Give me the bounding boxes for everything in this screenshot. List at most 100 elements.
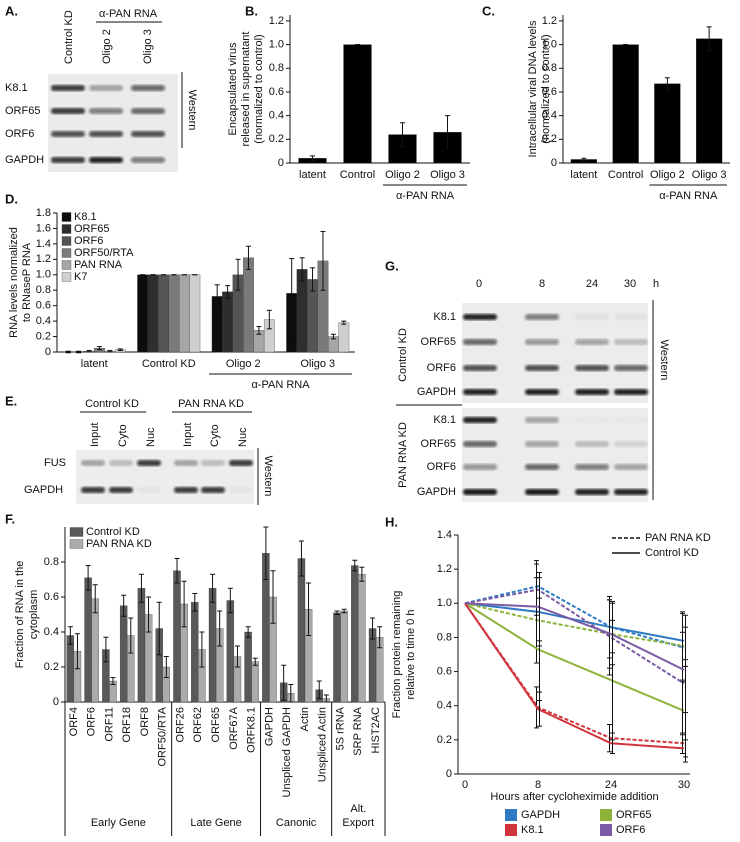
- x-tick-label: 30: [678, 779, 690, 791]
- blot-band: [463, 441, 497, 447]
- x-tick-label: Oligo 3: [300, 358, 335, 370]
- panel-label: A.: [5, 3, 18, 18]
- y-tick-label: 1.8: [36, 207, 51, 219]
- legend-swatch: [61, 236, 72, 246]
- x-tick-label: ORF4: [68, 707, 80, 736]
- x-tick-label: ORFK8.1: [246, 707, 258, 753]
- blot-band: [89, 85, 123, 91]
- blot-band: [109, 460, 133, 466]
- x-tick-label: ORF62: [192, 707, 204, 742]
- x-axis-label: Hours after cycloheximide addition: [490, 791, 658, 803]
- panel-label: F.: [5, 511, 15, 526]
- column-group-label: PAN RNA KD: [178, 398, 244, 410]
- bar: [338, 322, 350, 353]
- x-tick-label: Control: [608, 169, 643, 181]
- blot-band: [614, 464, 648, 470]
- y-tick-label: 1.4: [437, 529, 452, 541]
- row-group-label: Control KD: [397, 328, 409, 382]
- line-series: [464, 602, 685, 750]
- y-axis-label: cytoplasm: [28, 590, 40, 640]
- blot-band: [131, 131, 165, 137]
- y-tick-label: 0: [551, 157, 557, 169]
- legend-label: PAN RNA KD: [86, 538, 152, 550]
- y-tick-label: 0.6: [36, 300, 51, 312]
- y-tick-label: 1.0: [542, 39, 557, 51]
- blot-band: [575, 489, 609, 495]
- bar: [66, 635, 75, 703]
- bar: [84, 577, 92, 703]
- x-tick-label: ORF50/RTA: [157, 706, 169, 766]
- blot-band: [614, 314, 648, 320]
- blot-band: [81, 487, 105, 493]
- row-label: GAPDH: [24, 484, 63, 496]
- bar: [179, 274, 190, 353]
- group-label: Early Gene: [91, 817, 146, 829]
- bar: [137, 588, 146, 703]
- column-label: Oligo 3: [142, 29, 154, 64]
- bar: [137, 274, 149, 353]
- y-tick-label: 0.8: [542, 62, 557, 74]
- row-label: ORF6: [427, 362, 456, 374]
- y-tick-label: 1.0: [269, 39, 284, 51]
- column-label: Input: [182, 423, 194, 447]
- blot-band: [614, 389, 648, 395]
- legend-swatch: [600, 824, 612, 836]
- panel-label: C.: [482, 3, 495, 18]
- column-label: Cyto: [117, 424, 129, 447]
- column-label: 30: [624, 278, 636, 290]
- y-tick-label: 0.6: [44, 591, 59, 603]
- x-tick-label: ORF26: [174, 707, 186, 742]
- blot-band: [229, 460, 253, 466]
- column-label: Oligo 2: [101, 29, 113, 64]
- blot-band: [137, 460, 161, 466]
- y-tick-label: 1.2: [36, 253, 51, 265]
- x-tick-label: 5S rRNA: [334, 706, 346, 750]
- y-axis-label: RNA levels normalized: [8, 227, 20, 338]
- y-tick-label: 0.8: [36, 284, 51, 296]
- bar: [173, 570, 181, 703]
- x-tick-label: Control: [340, 169, 375, 181]
- blot-band: [575, 314, 609, 320]
- x-tick-label: Oligo 3: [692, 169, 727, 181]
- y-axis-label: relative to time 0 h: [405, 610, 417, 700]
- x-tick-label: 24: [605, 779, 617, 791]
- panel-label: E.: [5, 393, 17, 408]
- x-tick-label: Oligo 3: [430, 169, 465, 181]
- y-tick-label: 1.2: [269, 15, 284, 27]
- legend-label: ORF50/RTA: [74, 247, 134, 259]
- column-label: Nuc: [145, 427, 157, 447]
- group-label: α-PAN RNA: [396, 190, 455, 202]
- legend-swatch: [61, 260, 72, 270]
- panel-label: H.: [385, 514, 398, 529]
- blot-band: [131, 85, 165, 91]
- x-tick-label: latent: [570, 169, 597, 181]
- blot-band: [575, 339, 609, 345]
- bar: [696, 38, 723, 164]
- panel-label: B.: [245, 3, 258, 18]
- row-label: K8.1: [433, 311, 456, 323]
- y-tick-label: 0.6: [269, 86, 284, 98]
- side-label: Western: [658, 340, 670, 381]
- legend-label: GAPDH: [521, 809, 560, 821]
- group-label: Canonic: [276, 817, 317, 829]
- legend-swatch: [69, 527, 84, 537]
- y-tick-label: 0.8: [269, 62, 284, 74]
- legend-swatch: [600, 809, 612, 821]
- y-tick-label: 1.0: [36, 269, 51, 281]
- y-tick-label: 0.2: [542, 133, 557, 145]
- y-tick-label: 0.6: [437, 665, 452, 677]
- bar: [189, 274, 201, 353]
- bar: [243, 257, 254, 353]
- blot-band: [525, 339, 559, 345]
- group-label: Export: [342, 817, 374, 829]
- blot-band: [229, 487, 253, 493]
- y-axis-label: (normalized to control): [253, 34, 265, 143]
- x-tick-label: HIST2AC: [370, 707, 382, 754]
- x-tick-label: Unspliced GAPDH: [281, 707, 293, 798]
- y-tick-label: 1.0: [437, 597, 452, 609]
- legend-label: Control KD: [645, 547, 699, 559]
- row-label: GAPDH: [417, 386, 456, 398]
- x-tick-label: ORF65: [210, 707, 222, 742]
- row-label: ORF65: [421, 438, 456, 450]
- x-tick-label: Actin: [299, 707, 311, 731]
